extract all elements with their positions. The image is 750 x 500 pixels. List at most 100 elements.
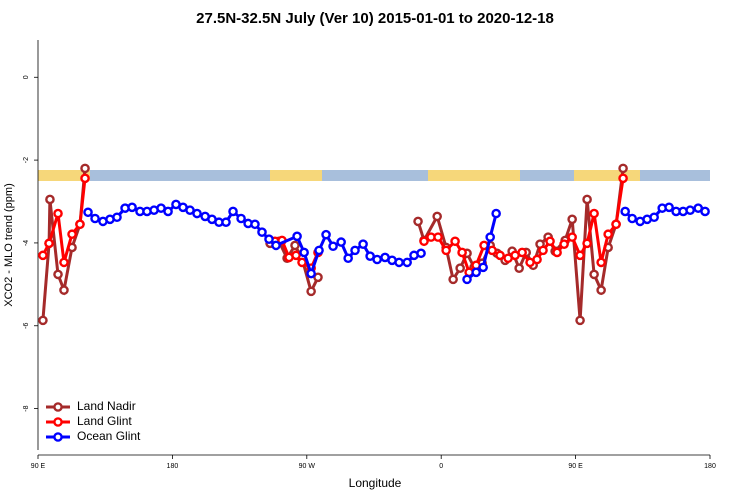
point: [589, 269, 599, 280]
point: [433, 232, 443, 242]
point: [299, 247, 309, 258]
point: [432, 211, 442, 222]
ocean-strip: [38, 170, 710, 181]
point: [221, 217, 231, 228]
point: [192, 208, 202, 219]
point: [582, 194, 592, 205]
legend-label: Land Nadir: [77, 399, 136, 413]
point: [462, 274, 472, 285]
series: [83, 199, 710, 285]
point: [314, 245, 324, 256]
point: [416, 248, 426, 259]
point: [163, 206, 173, 217]
point: [649, 212, 659, 223]
point: [685, 205, 695, 216]
point: [413, 216, 423, 227]
point: [596, 257, 606, 268]
point: [75, 219, 85, 230]
y-axis-label: XCO2 - MLO trend (ppm): [3, 183, 15, 306]
point: [603, 229, 613, 240]
point: [589, 208, 599, 219]
point: [441, 245, 451, 256]
legend-label: Land Glint: [77, 414, 132, 428]
point: [306, 268, 316, 279]
point: [394, 257, 404, 268]
point: [575, 250, 585, 261]
point: [627, 213, 637, 224]
point: [664, 202, 674, 213]
land-strip: [38, 170, 90, 181]
point: [53, 269, 63, 280]
point: [59, 285, 69, 295]
legend-label: Ocean Glint: [77, 429, 141, 443]
point: [455, 263, 465, 273]
point: [532, 254, 542, 265]
point: [80, 173, 90, 184]
point: [372, 254, 382, 265]
point: [271, 240, 281, 251]
series-line: [87, 202, 706, 281]
point: [495, 250, 505, 261]
point: [618, 163, 628, 174]
point: [38, 315, 48, 326]
land-strip: [574, 170, 640, 181]
point: [419, 236, 429, 247]
point: [80, 163, 90, 174]
x-axis-label: Longitude: [349, 476, 402, 490]
point: [264, 234, 274, 245]
chart-title: 27.5N-32.5N July (Ver 10) 2015-01-01 to …: [196, 10, 554, 27]
point: [457, 247, 467, 258]
point: [290, 240, 300, 251]
land-ocean-strip: [38, 170, 710, 181]
y-tick-label: 0: [23, 75, 30, 79]
point: [552, 247, 562, 258]
point: [306, 286, 316, 297]
y-tick-label: -4: [23, 240, 30, 246]
point: [292, 231, 302, 242]
point: [487, 245, 497, 256]
point: [618, 173, 628, 184]
point: [53, 208, 63, 219]
x-tick-label: 90 E: [31, 463, 46, 470]
point: [448, 274, 458, 285]
point: [127, 202, 137, 213]
point: [402, 257, 412, 268]
point: [358, 239, 368, 249]
point: [582, 238, 592, 249]
point: [45, 194, 55, 205]
point: [67, 229, 77, 240]
point: [567, 232, 577, 242]
point: [700, 206, 710, 217]
point: [517, 247, 527, 258]
point: [545, 236, 555, 247]
point: [620, 206, 630, 217]
point: [538, 245, 548, 256]
point: [297, 257, 307, 268]
point: [559, 239, 569, 249]
point: [112, 212, 122, 223]
point: [485, 232, 495, 242]
legend-marker: [53, 432, 63, 442]
legend-marker: [53, 417, 63, 427]
point: [491, 208, 501, 219]
land-strip: [270, 170, 322, 181]
y-tick-label: -6: [23, 323, 30, 329]
land-strip: [428, 170, 520, 181]
point: [596, 285, 606, 295]
point: [291, 250, 301, 261]
point: [83, 207, 93, 218]
point: [471, 267, 481, 278]
point: [336, 237, 346, 247]
point: [257, 227, 267, 237]
point: [575, 315, 585, 326]
x-tick-label: 0: [439, 463, 443, 470]
point: [90, 213, 100, 224]
point: [567, 214, 577, 225]
x-tick-label: 180: [704, 463, 716, 470]
point: [228, 206, 238, 217]
x-tick-label: 180: [167, 463, 179, 470]
point: [250, 219, 260, 230]
x-tick-label: 90 E: [568, 463, 583, 470]
